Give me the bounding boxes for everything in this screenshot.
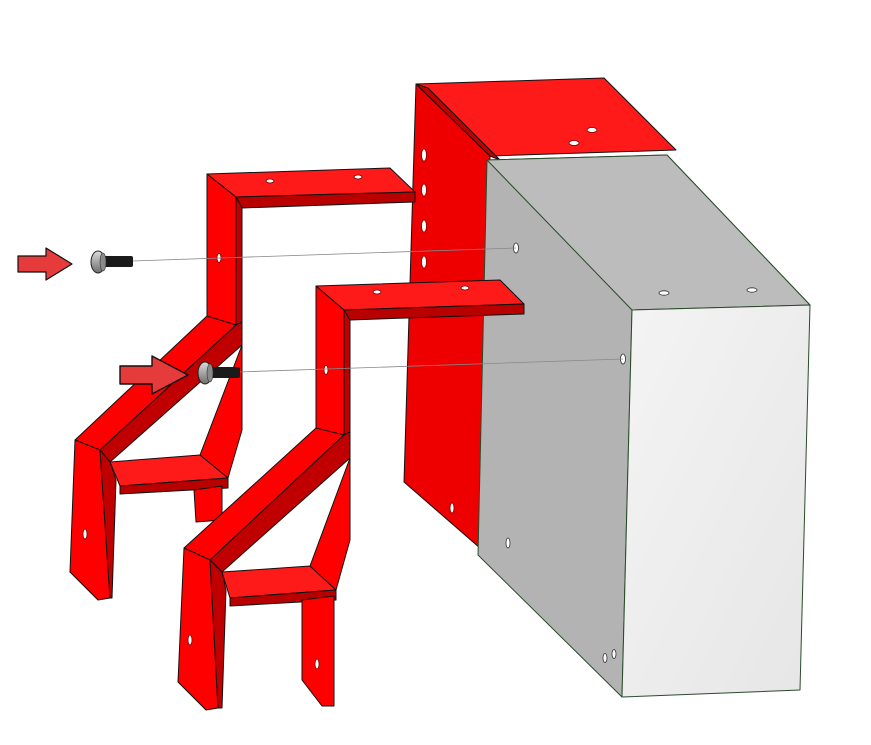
assembly-line-lower <box>237 358 624 373</box>
grey-box <box>477 154 811 698</box>
screw-upper <box>90 250 133 274</box>
assembly-line-upper <box>131 247 517 262</box>
screw-lower <box>197 361 240 385</box>
upper-bracket <box>69 167 416 601</box>
rear-red-enclosure <box>403 77 677 556</box>
arrow-lower <box>119 355 189 395</box>
arrow-upper <box>17 247 73 281</box>
